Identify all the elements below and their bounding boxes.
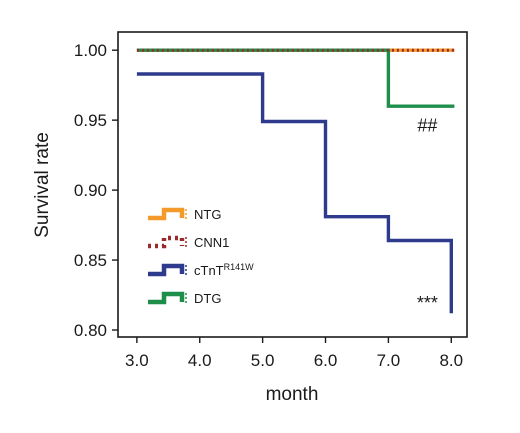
legend: NTG CNN1 cTnTR141W DTG xyxy=(148,207,254,306)
y-axis-ticks: 0.80 0.85 0.90 0.95 1.00 xyxy=(74,41,118,340)
y-tick-label: 0.80 xyxy=(74,321,107,340)
annotations: ## *** xyxy=(417,115,438,313)
x-tick-label: 6.0 xyxy=(314,351,338,370)
legend-label-cnn1: CNN1 xyxy=(194,235,229,250)
legend-item-cnn1: CNN1 xyxy=(148,235,229,250)
legend-swatch-ntg xyxy=(148,207,185,221)
significance-annotation: ## xyxy=(417,115,437,135)
y-tick-label: 1.00 xyxy=(74,41,107,60)
legend-swatch-dtg xyxy=(148,291,185,305)
x-axis-ticks: 3.0 4.0 5.0 6.0 7.0 8.0 xyxy=(125,337,463,370)
x-tick-label: 4.0 xyxy=(188,351,212,370)
legend-swatch-cnn1 xyxy=(148,235,185,249)
legend-item-ctnt: cTnTR141W xyxy=(148,262,254,278)
legend-swatch-ctnt xyxy=(148,263,185,277)
y-tick-label: 0.85 xyxy=(74,251,107,270)
x-axis-title: month xyxy=(266,384,319,405)
legend-label-dtg: DTG xyxy=(194,291,221,306)
series-ctnt-line xyxy=(136,72,453,314)
series-dtg-line xyxy=(136,48,455,108)
plot-frame xyxy=(117,31,468,338)
x-tick-label: 8.0 xyxy=(439,351,463,370)
y-axis-title: Survival rate xyxy=(32,132,53,238)
x-tick-label: 7.0 xyxy=(377,351,401,370)
x-tick-label: 5.0 xyxy=(251,351,275,370)
series-layer xyxy=(136,48,455,314)
y-tick-label: 0.95 xyxy=(74,111,107,130)
legend-label-ctnt: cTnTR141W xyxy=(194,262,254,278)
legend-item-ntg: NTG xyxy=(148,207,221,222)
significance-annotation: *** xyxy=(417,293,438,313)
y-tick-label: 0.90 xyxy=(74,181,107,200)
legend-item-dtg: DTG xyxy=(148,291,221,306)
x-tick-label: 3.0 xyxy=(125,351,149,370)
legend-label-ntg: NTG xyxy=(194,207,221,222)
